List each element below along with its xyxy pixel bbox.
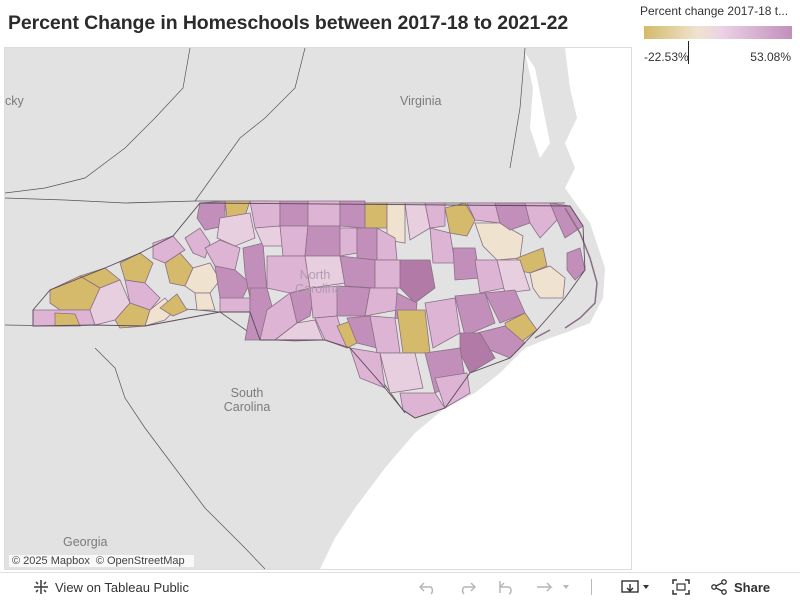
undo-button[interactable] <box>418 573 438 601</box>
county-northeast-42[interactable] <box>549 202 584 239</box>
mapbox-attribution[interactable]: © 2025 Mapbox <box>12 555 90 567</box>
county-foothills-14[interactable] <box>194 292 216 311</box>
county-piedmont-25[interactable] <box>279 200 309 227</box>
county-south-67[interactable] <box>396 309 431 354</box>
place-label-georgia: Georgia <box>63 535 108 549</box>
color-legend: Percent change 2017-18 t... -22.53% 53.0… <box>640 4 795 64</box>
fullscreen-button[interactable] <box>672 573 690 601</box>
county-central-46[interactable] <box>266 255 311 294</box>
legend-title: Percent change 2017-18 t... <box>640 4 789 18</box>
map-canvas[interactable] <box>5 48 631 569</box>
county-central-54[interactable] <box>496 259 531 294</box>
county-piedmont-28[interactable] <box>364 202 388 229</box>
county-northwest-18[interactable] <box>216 212 256 247</box>
map-attribution: © 2025 Mapbox © OpenStreetMap <box>9 555 194 567</box>
view-on-tableau-public-link[interactable]: View on Tableau Public <box>33 573 189 601</box>
nc-outline <box>32 202 586 419</box>
county-piedmont-23[interactable] <box>249 200 281 229</box>
refresh-button[interactable] <box>535 573 569 601</box>
tableau-logo-icon <box>33 579 49 595</box>
state-border-misc <box>5 48 526 569</box>
county-piedmont-32[interactable] <box>339 227 358 257</box>
county-piedmont-20[interactable] <box>214 265 251 304</box>
revert-icon <box>499 581 512 595</box>
county-mountains-west-3[interactable] <box>54 312 81 327</box>
county-central-50[interactable] <box>399 259 436 304</box>
legend-min-label: -22.53% <box>644 50 689 64</box>
county-piedmont-31[interactable] <box>304 225 341 257</box>
osm-attribution[interactable]: © OpenStreetMap <box>95 555 185 567</box>
county-piedmont-30[interactable] <box>279 225 309 257</box>
share-button[interactable]: Share <box>710 573 770 601</box>
place-label-south-carolina: South Carolina <box>223 386 271 414</box>
place-label-north-carolina: North Carolina <box>295 268 342 296</box>
county-northeast-37[interactable] <box>444 202 476 237</box>
county-mountains-7[interactable] <box>124 279 161 311</box>
county-northeast-41[interactable] <box>524 202 558 239</box>
legend-max-label: 53.08% <box>750 50 791 64</box>
county-map[interactable]: cky Virginia North Carolina South Caroli… <box>4 47 632 570</box>
toolbar-divider <box>591 573 592 601</box>
county-northeast-40[interactable] <box>494 202 531 231</box>
county-coast-44[interactable] <box>566 247 586 281</box>
legend-zero-marker <box>688 41 690 64</box>
refresh-icon <box>537 582 569 592</box>
county-south-69[interactable] <box>454 292 496 337</box>
county-coast-78[interactable] <box>434 372 471 409</box>
legend-color-ramp <box>644 26 792 39</box>
county-south-57[interactable] <box>289 287 316 324</box>
view-on-tableau-public-label: View on Tableau Public <box>55 579 189 595</box>
county-piedmont-33[interactable] <box>356 227 378 261</box>
undo-icon <box>418 582 434 595</box>
county-coast-45[interactable] <box>529 265 566 299</box>
fullscreen-icon <box>672 579 690 595</box>
tableau-toolbar: View on Tableau Public Share <box>0 572 800 601</box>
download-icon <box>621 580 649 593</box>
county-northwest-16[interactable] <box>196 200 226 231</box>
county-piedmont-27[interactable] <box>339 200 366 229</box>
county-northwest-19[interactable] <box>204 239 241 271</box>
county-coast-75[interactable] <box>379 352 424 394</box>
county-piedmont-21[interactable] <box>219 297 251 313</box>
revert-button[interactable] <box>497 573 517 601</box>
place-label-virginia: Virginia <box>400 94 442 108</box>
county-mountains-10[interactable] <box>159 293 188 317</box>
bay-inlet <box>525 53 550 158</box>
share-label: Share <box>734 579 771 595</box>
redo-icon <box>461 582 477 595</box>
county-piedmont-36[interactable] <box>424 202 446 229</box>
county-south-62[interactable] <box>273 319 324 342</box>
redo-button[interactable] <box>457 573 477 601</box>
download-button[interactable] <box>621 573 651 601</box>
county-piedmont-29[interactable] <box>386 202 406 244</box>
place-label-kentucky: cky <box>5 94 24 108</box>
atlantic-ocean <box>320 48 631 569</box>
share-icon <box>711 579 727 595</box>
page-title: Percent Change in Homeschools between 20… <box>8 12 569 34</box>
county-central-48[interactable] <box>339 255 376 289</box>
county-piedmont-26[interactable] <box>307 200 341 227</box>
nc-counties[interactable] <box>32 200 598 419</box>
outer-banks <box>534 207 598 339</box>
